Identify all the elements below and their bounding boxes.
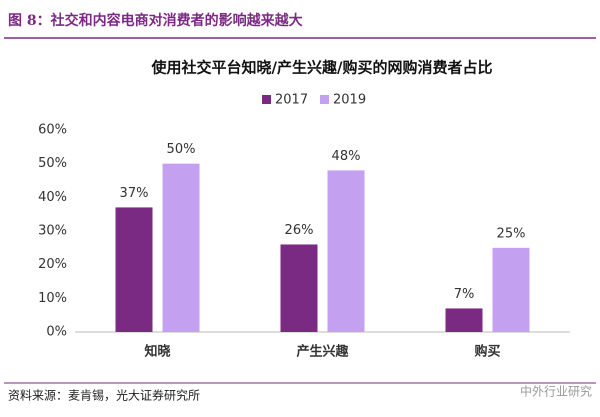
- x-tick-label: 知晓: [144, 344, 170, 360]
- legend-label: 2017: [275, 93, 308, 108]
- value-label: 37%: [120, 186, 149, 201]
- y-tick-label: 60%: [38, 123, 67, 138]
- y-tick-label: 50%: [38, 156, 67, 171]
- bar: [445, 308, 483, 332]
- x-tick-label: 购买: [474, 344, 500, 360]
- bar: [162, 163, 200, 332]
- y-tick-label: 0%: [46, 325, 67, 340]
- value-label: 50%: [167, 142, 196, 157]
- x-tick-label: 产生兴趣: [296, 344, 349, 360]
- value-label: 26%: [285, 223, 314, 238]
- value-label: 25%: [497, 226, 526, 241]
- bar: [280, 244, 318, 332]
- legend-swatch: [262, 95, 271, 104]
- bar: [327, 170, 365, 332]
- watermark: 中外行业研究: [520, 384, 592, 399]
- bar: [492, 247, 530, 332]
- source-note: 资料来源：麦肯锡，光大证券研究所: [8, 388, 200, 403]
- y-tick-label: 30%: [38, 224, 67, 239]
- bar: [115, 207, 153, 332]
- value-label: 7%: [454, 287, 475, 302]
- chart-title: 使用社交平台知晓/产生兴趣/购买的网购消费者占比: [151, 59, 493, 77]
- legend-swatch: [320, 95, 329, 104]
- value-label: 48%: [332, 149, 361, 164]
- legend-label: 2019: [333, 93, 366, 108]
- y-tick-label: 40%: [38, 190, 67, 205]
- figure-header: 图 8：社交和内容电商对消费者的影响越来越大: [8, 12, 303, 29]
- y-tick-label: 10%: [38, 291, 67, 306]
- y-tick-label: 20%: [38, 257, 67, 272]
